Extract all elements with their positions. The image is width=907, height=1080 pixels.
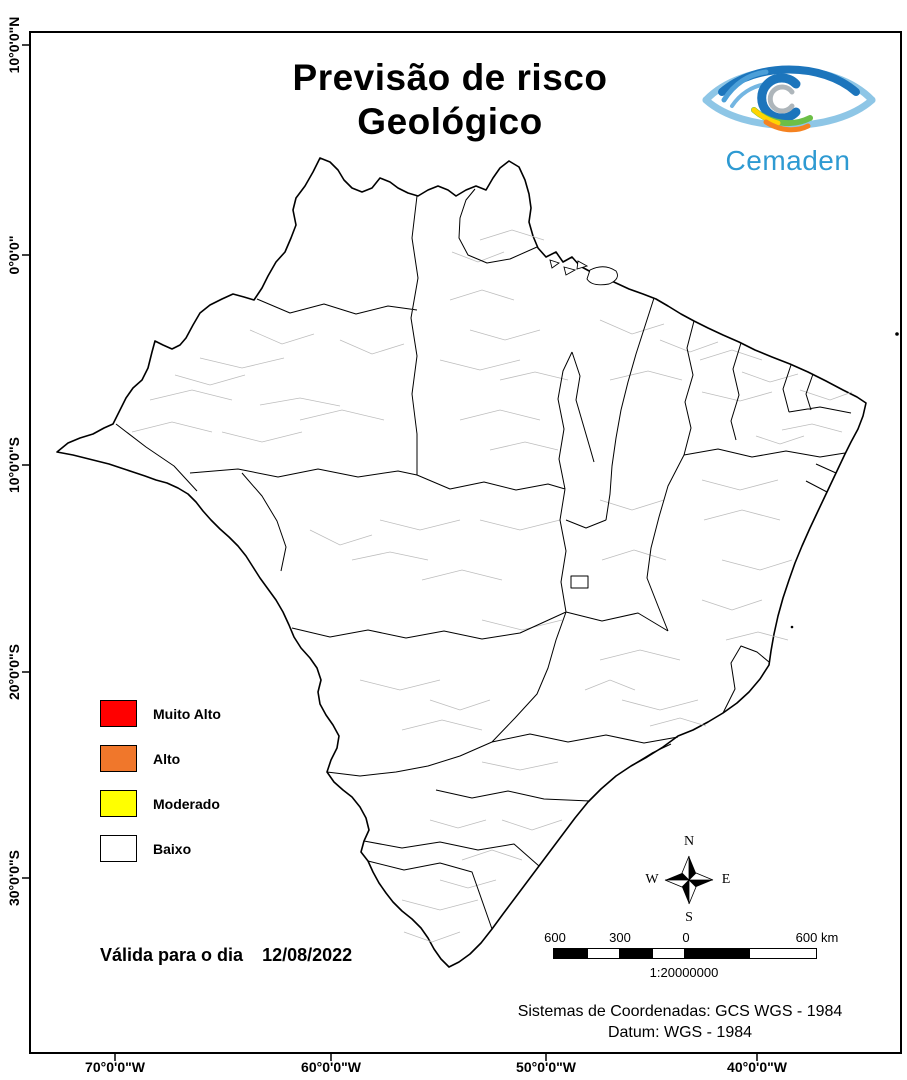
- legend-item-muito-alto: Muito Alto: [100, 700, 221, 727]
- legend-label-muito-alto: Muito Alto: [153, 705, 221, 722]
- cemaden-logo-text: Cemaden: [725, 145, 851, 176]
- legend-swatch-moderado: [100, 790, 137, 817]
- scale-label-600-left: 600: [544, 930, 566, 945]
- latitude-label: 10°0'0"S: [6, 436, 22, 494]
- scale-segment: [554, 949, 587, 958]
- scale-segment: [749, 949, 814, 958]
- legend-label-moderado: Moderado: [153, 795, 220, 812]
- latitude-label: 30°0'0"S: [6, 849, 22, 907]
- scale-segment: [619, 949, 652, 958]
- validity-label: Válida para o dia: [100, 945, 244, 965]
- longitude-label: 50°0'0"W: [516, 1059, 576, 1075]
- state-borders: [115, 188, 852, 930]
- north-arrow-icon: [664, 855, 714, 905]
- latitude-label: 10°0'0"N: [6, 16, 22, 74]
- scale-bar-labels: 600 300 0 600 km: [544, 930, 843, 946]
- datum-line: Datum: WGS - 1984: [607, 1023, 753, 1041]
- legend-swatch-muito-alto: [100, 700, 137, 727]
- legend-item-alto: Alto: [100, 745, 221, 772]
- scale-label-0: 0: [682, 930, 690, 945]
- latitude-label: 0°0'0": [6, 235, 22, 275]
- scale-segment: [684, 949, 749, 958]
- axis-ticks: [22, 44, 758, 1061]
- legend-swatch-alto: [100, 745, 137, 772]
- compass-south-label: S: [685, 910, 693, 925]
- title-line-2: Geológico: [357, 101, 543, 143]
- latitude-label: 20°0'0"S: [6, 643, 22, 701]
- title-line-1: Previsão de risco: [292, 57, 608, 98]
- scale-bar-graphic: [553, 948, 817, 959]
- legend-item-moderado: Moderado: [100, 790, 221, 817]
- legend-label-baixo: Baixo: [153, 840, 192, 857]
- compass-east-label: E: [721, 872, 731, 887]
- scale-label-600-km: 600 km: [795, 930, 839, 945]
- island-dot-ne: [895, 332, 899, 336]
- compass-west-label: W: [645, 872, 659, 887]
- longitude-label: 60°0'0"W: [301, 1059, 361, 1075]
- legend-swatch-baixo: [100, 835, 137, 862]
- scale-label-300: 300: [609, 930, 631, 945]
- compass-north-label: N: [683, 834, 695, 849]
- cemaden-eye-icon: [702, 65, 876, 133]
- legend-label-alto: Alto: [153, 750, 181, 767]
- validity-note: Válida para o dia 12/08/2022: [100, 945, 352, 966]
- brazil-outline: [56, 157, 867, 968]
- municipal-borders: [131, 229, 853, 943]
- validity-date: 12/08/2022: [262, 945, 353, 965]
- scale-segment: [586, 949, 619, 958]
- risk-legend: Muito Alto Alto Moderado Baixo: [100, 700, 221, 880]
- legend-item-baixo: Baixo: [100, 835, 221, 862]
- scale-ratio: 1:20000000: [649, 965, 719, 980]
- longitude-label: 70°0'0"W: [85, 1059, 145, 1075]
- coordinate-system-note: Sistemas de Coordenadas: GCS WGS - 1984 …: [460, 1002, 900, 1044]
- island-dot-se: [790, 625, 794, 629]
- scale-bar: 600 300 0 600 km 1:20000000: [544, 930, 843, 980]
- coordinate-system-line: Sistemas de Coordenadas: GCS WGS - 1984: [517, 1003, 843, 1020]
- scale-segment: [651, 949, 684, 958]
- compass-rose: N S E W: [644, 834, 734, 926]
- map-title: Previsão de risco Geológico: [225, 56, 675, 145]
- amazon-delta-islands: [549, 259, 618, 286]
- longitude-label: 40°0'0"W: [727, 1059, 787, 1075]
- cemaden-logo: Cemaden: [692, 48, 884, 177]
